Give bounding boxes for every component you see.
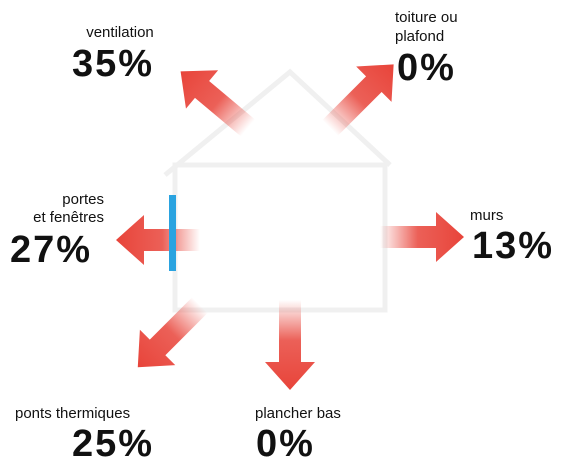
label: et fenêtres: [33, 209, 104, 226]
arrow-portes: [116, 215, 200, 265]
label: murs: [470, 207, 503, 224]
percent: 27%: [10, 229, 92, 271]
label: toiture ou: [395, 9, 458, 26]
label: portes: [62, 191, 104, 208]
percent: 0%: [397, 47, 456, 89]
heat-loss-diagram: ventilation 35% toiture ou plafond 0% po…: [0, 0, 565, 463]
arrow-ponts: [120, 287, 218, 385]
arrows: [116, 47, 464, 390]
arrow-murs: [380, 212, 464, 262]
percent: 0%: [256, 423, 315, 463]
label: plancher bas: [255, 405, 341, 422]
label: plafond: [395, 28, 444, 45]
percent: 35%: [72, 43, 154, 85]
window-bar: [169, 195, 176, 271]
arrow-plancher: [265, 300, 315, 390]
label: ponts thermiques: [15, 405, 130, 422]
percent: 13%: [472, 225, 554, 267]
label: ventilation: [86, 24, 154, 41]
percent: 25%: [72, 423, 154, 463]
